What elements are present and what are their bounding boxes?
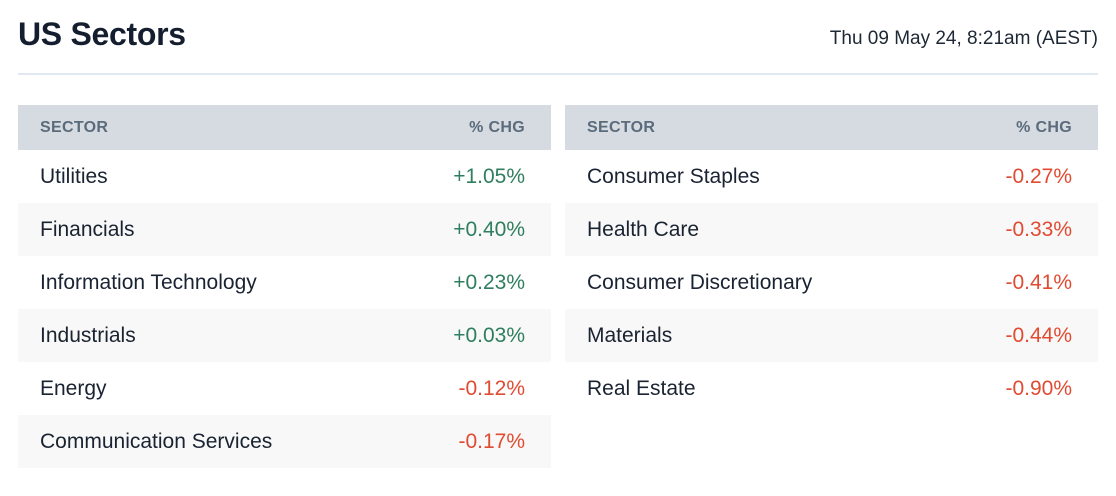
sector-change-value: -0.44% xyxy=(1005,323,1072,347)
sector-tables: SECTOR % CHG Utilities +1.05% Financials +0… xyxy=(18,105,1098,468)
sector-change-value: -0.17% xyxy=(458,429,525,453)
table-row: Energy -0.12% xyxy=(18,362,551,415)
table-header-row: SECTOR % CHG xyxy=(18,105,551,150)
sector-change-value: +0.23% xyxy=(453,270,525,294)
column-header-sector: SECTOR xyxy=(40,118,109,136)
sector-name: Information Technology xyxy=(40,270,257,294)
sector-table-left: SECTOR % CHG Utilities +1.05% Financials +0… xyxy=(18,105,551,468)
column-header-pct-chg: % CHG xyxy=(469,118,525,136)
sector-change-value: +0.40% xyxy=(453,217,525,241)
sector-change-value: +0.03% xyxy=(453,323,525,347)
table-row: Industrials +0.03% xyxy=(18,309,551,362)
column-header-pct-chg: % CHG xyxy=(1016,118,1072,136)
sector-name: Utilities xyxy=(40,164,108,188)
sector-name: Energy xyxy=(40,376,107,400)
sector-change-value: -0.41% xyxy=(1005,270,1072,294)
sector-name: Consumer Discretionary xyxy=(587,270,813,294)
sector-name: Health Care xyxy=(587,217,700,241)
sector-change-value: -0.12% xyxy=(458,376,525,400)
timestamp: Thu 09 May 24, 8:21am (AEST) xyxy=(829,28,1098,49)
header-divider xyxy=(18,73,1098,75)
sector-change-value: -0.27% xyxy=(1005,164,1072,188)
page-header: US Sectors Thu 09 May 24, 8:21am (AEST) xyxy=(18,14,1098,54)
table-row: Consumer Staples -0.27% xyxy=(565,150,1098,203)
us-sectors-widget: US Sectors Thu 09 May 24, 8:21am (AEST) … xyxy=(18,14,1098,468)
table-body: Consumer Staples -0.27% Health Care -0.33% C… xyxy=(565,150,1098,415)
table-row: Communication Services -0.17% xyxy=(18,415,551,468)
table-row: Information Technology +0.23% xyxy=(18,256,551,309)
table-row: Materials -0.44% xyxy=(565,309,1098,362)
sector-change-value: -0.90% xyxy=(1005,376,1072,400)
sector-name: Materials xyxy=(587,323,673,347)
sector-change-value: +1.05% xyxy=(453,164,525,188)
table-row: Health Care -0.33% xyxy=(565,203,1098,256)
table-header-row: SECTOR % CHG xyxy=(565,105,1098,150)
table-body: Utilities +1.05% Financials +0.40% Informati… xyxy=(18,150,551,468)
table-row: Consumer Discretionary -0.41% xyxy=(565,256,1098,309)
sector-table-right: SECTOR % CHG Consumer Staples -0.27% Healt… xyxy=(565,105,1098,468)
sector-name: Consumer Staples xyxy=(587,164,760,188)
page-title: US Sectors xyxy=(18,16,186,52)
table-row: Real Estate -0.90% xyxy=(565,362,1098,415)
sector-name: Industrials xyxy=(40,323,136,347)
sector-change-value: -0.33% xyxy=(1005,217,1072,241)
column-header-sector: SECTOR xyxy=(587,118,656,136)
table-row: Financials +0.40% xyxy=(18,203,551,256)
sector-name: Real Estate xyxy=(587,376,696,400)
sector-name: Financials xyxy=(40,217,135,241)
table-row: Utilities +1.05% xyxy=(18,150,551,203)
sector-name: Communication Services xyxy=(40,429,273,453)
